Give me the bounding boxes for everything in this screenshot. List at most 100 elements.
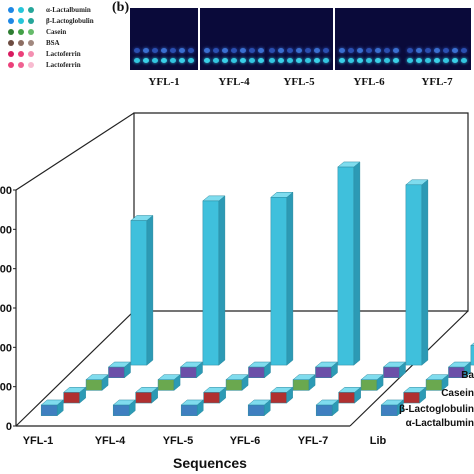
bar-top bbox=[269, 387, 294, 393]
left-wall-bottom-edge bbox=[15, 310, 135, 427]
legend-dot bbox=[28, 51, 34, 57]
bar-front bbox=[383, 366, 400, 378]
well-spot bbox=[461, 58, 467, 63]
bar-front bbox=[270, 197, 288, 366]
bar-front bbox=[40, 404, 58, 416]
well-spot bbox=[213, 58, 219, 63]
well-spot bbox=[240, 48, 246, 53]
bar-front bbox=[292, 379, 310, 391]
well-spot bbox=[204, 48, 210, 53]
bar-side bbox=[146, 214, 154, 366]
well-spot bbox=[339, 48, 345, 53]
bar-top bbox=[292, 374, 316, 380]
well-spot bbox=[258, 58, 264, 63]
well-spot bbox=[452, 48, 458, 53]
bar-side bbox=[286, 191, 294, 366]
legend-label: β-Lactoglobulin bbox=[46, 17, 94, 25]
bar-top bbox=[202, 195, 226, 202]
bar-front bbox=[405, 184, 423, 366]
well-spot bbox=[170, 48, 176, 53]
well-spot bbox=[393, 58, 399, 63]
well-spot bbox=[443, 58, 449, 63]
bar-top bbox=[470, 342, 474, 346]
bar-top bbox=[130, 215, 154, 221]
well-spot bbox=[434, 48, 440, 53]
bar-top bbox=[402, 387, 427, 393]
bar-side bbox=[421, 179, 429, 366]
bar-front bbox=[112, 404, 130, 416]
legend-label: α-Lactalbumin bbox=[46, 6, 91, 14]
bar-front bbox=[108, 366, 125, 378]
well-spot bbox=[152, 58, 158, 63]
well-spot bbox=[249, 48, 255, 53]
bar-front bbox=[380, 404, 398, 416]
well-spot bbox=[384, 58, 390, 63]
well-spot bbox=[188, 58, 194, 63]
legend-dot bbox=[18, 40, 24, 46]
bar-top bbox=[40, 399, 64, 406]
well-spot bbox=[425, 58, 431, 63]
bar-front bbox=[63, 392, 80, 404]
well-spot bbox=[393, 48, 399, 53]
well-spot bbox=[240, 58, 246, 63]
well-spot bbox=[231, 58, 237, 63]
well-spot bbox=[204, 58, 210, 63]
bar-top bbox=[157, 374, 181, 380]
bar-top bbox=[315, 399, 339, 406]
x-tick-label: YFL-1 bbox=[23, 435, 54, 447]
well-spot bbox=[305, 48, 311, 53]
x-tick-label: YFL-7 bbox=[298, 435, 329, 447]
well-image bbox=[335, 8, 403, 70]
well-spot bbox=[357, 48, 363, 53]
well-image bbox=[130, 8, 198, 70]
bar-front bbox=[130, 220, 148, 366]
well-spot bbox=[461, 48, 467, 53]
well-spot bbox=[170, 58, 176, 63]
legend-dot bbox=[8, 51, 14, 57]
well-spot bbox=[323, 48, 329, 53]
well-spot bbox=[161, 58, 167, 63]
bar-top bbox=[180, 399, 204, 406]
chart-bars bbox=[40, 161, 474, 417]
bar-top bbox=[112, 399, 136, 406]
legend-dot bbox=[28, 29, 34, 35]
bar-top bbox=[107, 361, 132, 368]
well-spot bbox=[357, 58, 363, 63]
legend-dot bbox=[8, 7, 14, 13]
bar-front bbox=[247, 404, 265, 416]
well-spot bbox=[258, 48, 264, 53]
bar-top bbox=[62, 387, 87, 393]
legend-dot bbox=[28, 18, 34, 24]
well-spot bbox=[269, 58, 275, 63]
well-spot bbox=[375, 58, 381, 63]
well-spot bbox=[161, 48, 167, 53]
bar-front bbox=[180, 366, 197, 378]
legend-label: Lactoferrin bbox=[46, 50, 81, 58]
well-spot bbox=[269, 48, 275, 53]
legend-dot bbox=[28, 62, 34, 68]
bar-top bbox=[405, 179, 429, 186]
bar-top bbox=[337, 387, 362, 393]
well-spot bbox=[143, 48, 149, 53]
depth-label: Casein bbox=[441, 388, 474, 399]
well-spot bbox=[407, 58, 413, 63]
bar-front bbox=[270, 392, 287, 404]
well-spot bbox=[452, 58, 458, 63]
panel-b-label: (b) bbox=[112, 0, 130, 15]
well-spot bbox=[278, 58, 284, 63]
legend-dot bbox=[18, 51, 24, 57]
bar-front bbox=[425, 379, 443, 391]
well-spot bbox=[416, 48, 422, 53]
well-spot bbox=[296, 48, 302, 53]
well-spot bbox=[425, 48, 431, 53]
legend-panel: α-Lactalbumin β-Lactoglobulin Casein BSA Lac… bbox=[0, 0, 120, 110]
bar-front bbox=[225, 379, 243, 391]
bar-front bbox=[180, 404, 198, 416]
bar-top bbox=[85, 374, 109, 380]
y-tick-label: 00 bbox=[0, 342, 12, 354]
well-spot bbox=[249, 58, 255, 63]
bar-front bbox=[85, 379, 103, 391]
bar-side bbox=[353, 161, 361, 366]
well-spot bbox=[366, 58, 372, 63]
